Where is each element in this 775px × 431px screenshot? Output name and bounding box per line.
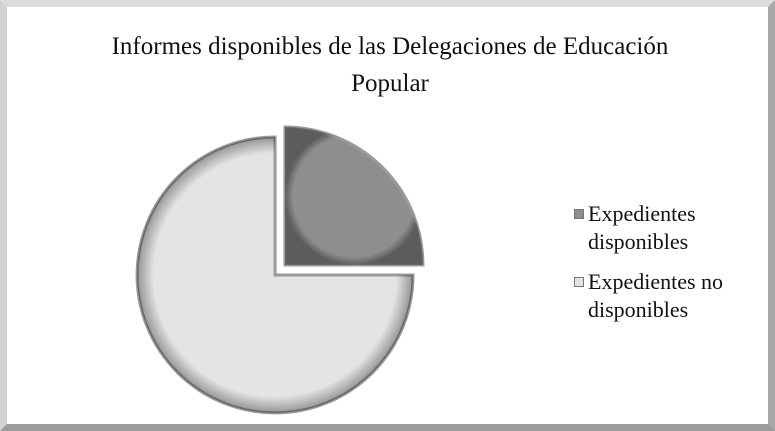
chart-title: Informes disponibles de las Delegaciones… bbox=[111, 33, 669, 97]
legend-swatch bbox=[574, 209, 584, 219]
legend-item: Expedientes disponibles bbox=[574, 200, 764, 256]
legend-swatch bbox=[574, 277, 584, 287]
legend-label: Expedientes no disponibles bbox=[588, 269, 724, 322]
legend-label: Expedientes disponibles bbox=[588, 201, 696, 254]
legend: Expedientes disponibles Expedientes no di… bbox=[574, 200, 764, 336]
legend-item: Expedientes no disponibles bbox=[574, 268, 764, 324]
pie-slice bbox=[283, 125, 425, 267]
